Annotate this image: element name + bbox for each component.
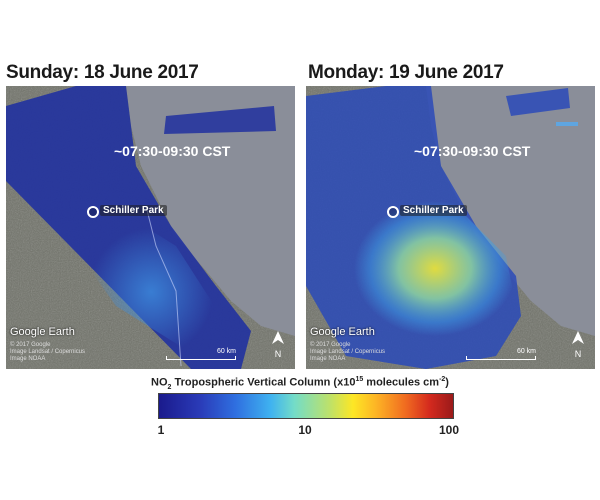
map-sunday: ~07:30-09:30 CST Schiller Park Google Ea… bbox=[6, 86, 295, 369]
location-pin-icon bbox=[87, 206, 99, 218]
scale-bar: 60 km bbox=[166, 348, 236, 360]
credit-line: Image Landsat / Copernicus bbox=[10, 349, 86, 355]
north-label: N bbox=[575, 349, 582, 359]
panel-title-sunday: Sunday: 18 June 2017 bbox=[6, 62, 199, 83]
map-credits: © 2017 Google Image Landsat / Copernicus… bbox=[310, 342, 385, 363]
credit-line: Image NOAA bbox=[310, 356, 346, 362]
google-earth-logo: Google Earth bbox=[10, 326, 75, 338]
map-credits: © 2017 Google Image Landsat / Copernicus… bbox=[10, 342, 85, 363]
location-pin-icon bbox=[387, 206, 399, 218]
north-arrow-icon: N bbox=[572, 331, 584, 359]
map-sunday-canvas bbox=[6, 86, 295, 369]
scale-label: 60 km bbox=[516, 348, 536, 355]
credit-line: Image Landsat / Copernicus bbox=[310, 349, 386, 355]
colorbar-title-part: ) bbox=[445, 376, 449, 389]
colorbar-title-part: molecules cm bbox=[363, 376, 440, 389]
colorbar-title-part: NO bbox=[151, 376, 168, 389]
colorbar-tick-label: 10 bbox=[298, 423, 312, 437]
north-arrow-icon: N bbox=[272, 331, 284, 359]
scale-line bbox=[166, 356, 236, 360]
colorbar-title: NO2 Tropospheric Vertical Column (x1015 … bbox=[0, 376, 600, 391]
location-label: Schiller Park bbox=[400, 205, 467, 216]
scale-bar: 60 km bbox=[466, 348, 536, 360]
colorbar-tick-label: 1 bbox=[157, 423, 165, 437]
credit-line: Image NOAA bbox=[10, 356, 46, 362]
scale-label: 60 km bbox=[216, 348, 236, 355]
panel-title-monday: Monday: 19 June 2017 bbox=[308, 62, 504, 83]
credit-line: © 2017 Google bbox=[310, 342, 351, 348]
colorbar bbox=[158, 393, 454, 419]
time-window-label: ~07:30-09:30 CST bbox=[114, 143, 231, 159]
google-earth-logo: Google Earth bbox=[310, 326, 375, 338]
north-label: N bbox=[275, 349, 282, 359]
location-label: Schiller Park bbox=[100, 205, 167, 216]
credit-line: © 2017 Google bbox=[10, 342, 51, 348]
scale-line bbox=[466, 356, 536, 360]
colorbar-title-part: Tropospheric Vertical Column (x10 bbox=[171, 376, 356, 389]
colorbar-title-sup: -2 bbox=[439, 376, 446, 383]
map-monday: ~07:30-09:30 CST Schiller Park Google Ea… bbox=[306, 86, 595, 369]
colorbar-title-sup: 15 bbox=[355, 376, 364, 383]
time-window-label: ~07:30-09:30 CST bbox=[414, 143, 531, 159]
colorbar-tick-label: 100 bbox=[438, 423, 460, 437]
map-monday-canvas bbox=[306, 86, 595, 369]
colorbar-title-sub: 2 bbox=[167, 383, 172, 391]
